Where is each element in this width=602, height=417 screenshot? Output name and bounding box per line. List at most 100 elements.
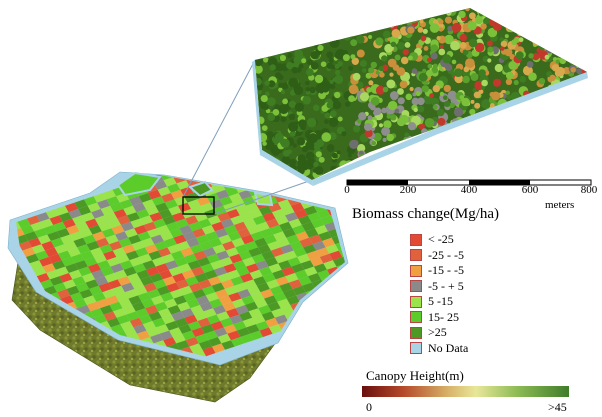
mosaic-cell: [392, 222, 405, 232]
mosaic-cell: [55, 266, 69, 277]
mosaic-cell: [243, 158, 256, 168]
mosaic-cell: [119, 199, 133, 209]
canopy-crown: [550, 146, 556, 151]
canopy-crown: [487, 46, 494, 53]
mosaic-cell: [76, 282, 90, 293]
canopy-crown: [309, 32, 317, 41]
canopy-crown: [373, 8, 381, 15]
canopy-crown: [495, 12, 502, 18]
canopy-crown: [473, 91, 481, 99]
mosaic-cell: [355, 196, 368, 206]
mosaic-cell: [254, 177, 268, 187]
canopy-crown: [294, 102, 304, 112]
mosaic-cell: [224, 225, 238, 235]
mosaic-cell: [386, 171, 399, 181]
mosaic-cell: [144, 244, 158, 254]
mosaic-cell: [18, 241, 32, 251]
canopy-crown: [519, 75, 527, 83]
canopy-crown: [538, 77, 546, 85]
canopy-crown: [280, 90, 286, 95]
canopy-crown: [529, 122, 535, 128]
canopy-crown: [357, 144, 366, 153]
canopy-crown: [342, 31, 352, 41]
canopy-crown: [545, 45, 554, 54]
canopy-crown: [567, 8, 576, 17]
canopy-crown: [429, 93, 435, 98]
canopy-crown: [518, 160, 523, 166]
mosaic-cell: [218, 234, 232, 245]
mosaic-cell: [110, 263, 124, 273]
canopy-crown: [465, 8, 470, 12]
mosaic-cell: [189, 343, 203, 353]
canopy-crown: [438, 19, 444, 25]
mosaic-cell: [383, 225, 396, 235]
mosaic-cell: [135, 247, 149, 257]
mosaic-cell: [175, 317, 189, 328]
mosaic-cell: [288, 218, 302, 229]
canopy-crown: [572, 92, 580, 100]
mosaic-cell: [350, 267, 363, 277]
mosaic-cell: [229, 314, 243, 325]
mosaic-cell: [169, 228, 183, 238]
mosaic-cell: [219, 196, 233, 206]
canopy-crown: [278, 22, 288, 32]
mosaic-cell: [161, 253, 175, 264]
canopy-crown: [533, 17, 543, 27]
mosaic-cell: [94, 375, 107, 385]
canopy-crown: [442, 54, 452, 64]
canopy-crown: [382, 14, 392, 24]
mosaic-cell: [185, 337, 199, 347]
canopy-crown: [519, 11, 529, 22]
mosaic-cell: [201, 170, 215, 174]
canopy-height-max-label: >45: [548, 400, 567, 414]
mosaic-cell: [314, 225, 328, 235]
mosaic-cell: [116, 314, 130, 325]
mosaic-cell: [292, 285, 306, 296]
canopy-crown: [484, 168, 492, 176]
mosaic-cell: [162, 276, 176, 286]
mosaic-cell: [46, 209, 60, 219]
mosaic-cell: [134, 285, 148, 296]
mosaic-cell: [361, 247, 374, 257]
canopy-crown: [307, 59, 313, 65]
mosaic-cell: [177, 301, 191, 312]
canopy-crown: [564, 150, 572, 157]
mosaic-cell: [231, 177, 245, 187]
mosaic-cell: [376, 273, 389, 283]
mosaic-cell: [329, 250, 343, 261]
mosaic-cell: [109, 301, 123, 312]
mosaic-cell: [101, 266, 115, 277]
mosaic-cell: [78, 266, 92, 277]
mosaic-cell: [136, 269, 150, 280]
mosaic-cell: [186, 298, 200, 309]
canopy-crown: [256, 89, 262, 95]
canopy-crown: [310, 33, 315, 38]
mosaic-cell: [104, 212, 118, 222]
mosaic-cell: [45, 247, 59, 257]
mosaic-cell: [153, 279, 167, 289]
mosaic-cell: [66, 285, 80, 296]
mosaic-cell: [285, 273, 299, 283]
mosaic-cell: [258, 205, 272, 216]
canopy-crown: [533, 149, 543, 159]
mosaic-cell: [294, 209, 308, 219]
canopy-crown: [430, 167, 440, 177]
canopy-crown: [383, 120, 392, 129]
canopy-crown: [399, 80, 408, 89]
canopy-crown: [350, 21, 356, 26]
canopy-crown: [433, 19, 438, 25]
canopy-crown: [275, 166, 282, 173]
mosaic-cell: [356, 257, 369, 267]
canopy-crown: [564, 97, 571, 104]
canopy-crown: [582, 113, 587, 121]
canopy-crown: [550, 39, 557, 47]
canopy-crown: [478, 124, 486, 132]
mosaic-cell: [318, 292, 332, 302]
canopy-crown: [436, 36, 441, 41]
canopy-crown: [467, 21, 477, 31]
canopy-crown: [281, 155, 291, 165]
canopy-crown: [445, 139, 450, 144]
canopy-crown: [304, 23, 311, 30]
mosaic-cell: [107, 218, 121, 229]
canopy-crown: [585, 110, 587, 119]
